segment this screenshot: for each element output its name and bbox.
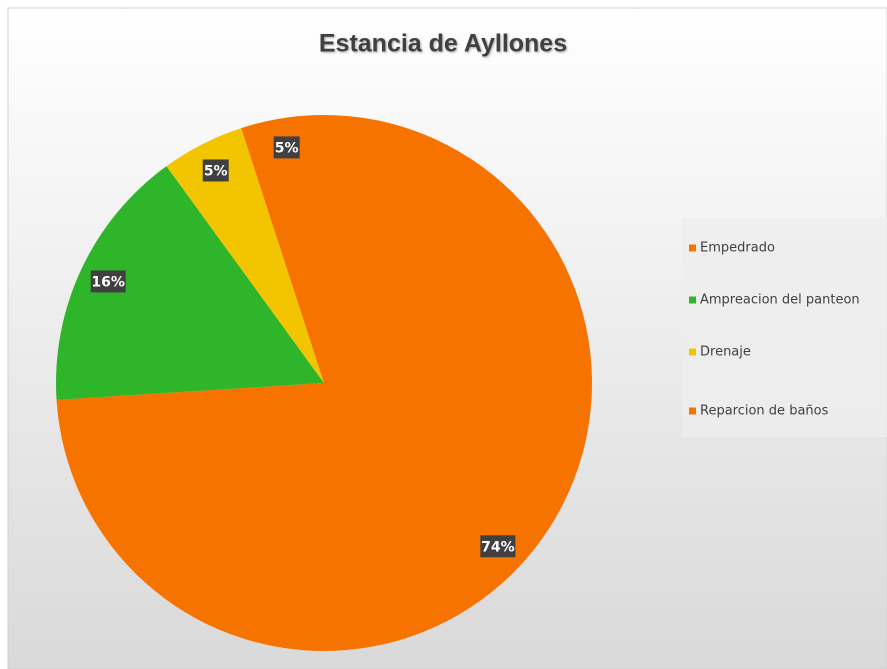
- data-label: 5%: [204, 163, 228, 179]
- legend-marker: [689, 296, 696, 304]
- data-label-box: [202, 159, 229, 182]
- legend-marker: [689, 407, 696, 415]
- legend-label: Empedrado: [700, 241, 775, 256]
- data-label: 74%: [481, 539, 515, 555]
- pie-slice: [166, 128, 324, 383]
- chart-title: Estancia de Ayllones: [319, 30, 567, 58]
- pie-slice: [56, 115, 593, 651]
- legend-label: Reparcion de baños: [700, 404, 829, 419]
- data-label-box: [480, 535, 516, 558]
- legend-marker: [689, 244, 696, 252]
- legend-label: Drenaje: [700, 345, 751, 360]
- legend-marker: [689, 348, 696, 356]
- legend: [682, 218, 887, 437]
- data-label: 5%: [275, 140, 299, 156]
- pie-slice: [241, 115, 324, 383]
- pie-slice: [56, 166, 324, 400]
- data-label-box: [90, 270, 126, 293]
- data-label-box: [273, 136, 300, 159]
- legend-label: Ampreacion del panteon: [700, 293, 860, 308]
- data-label: 16%: [91, 274, 125, 290]
